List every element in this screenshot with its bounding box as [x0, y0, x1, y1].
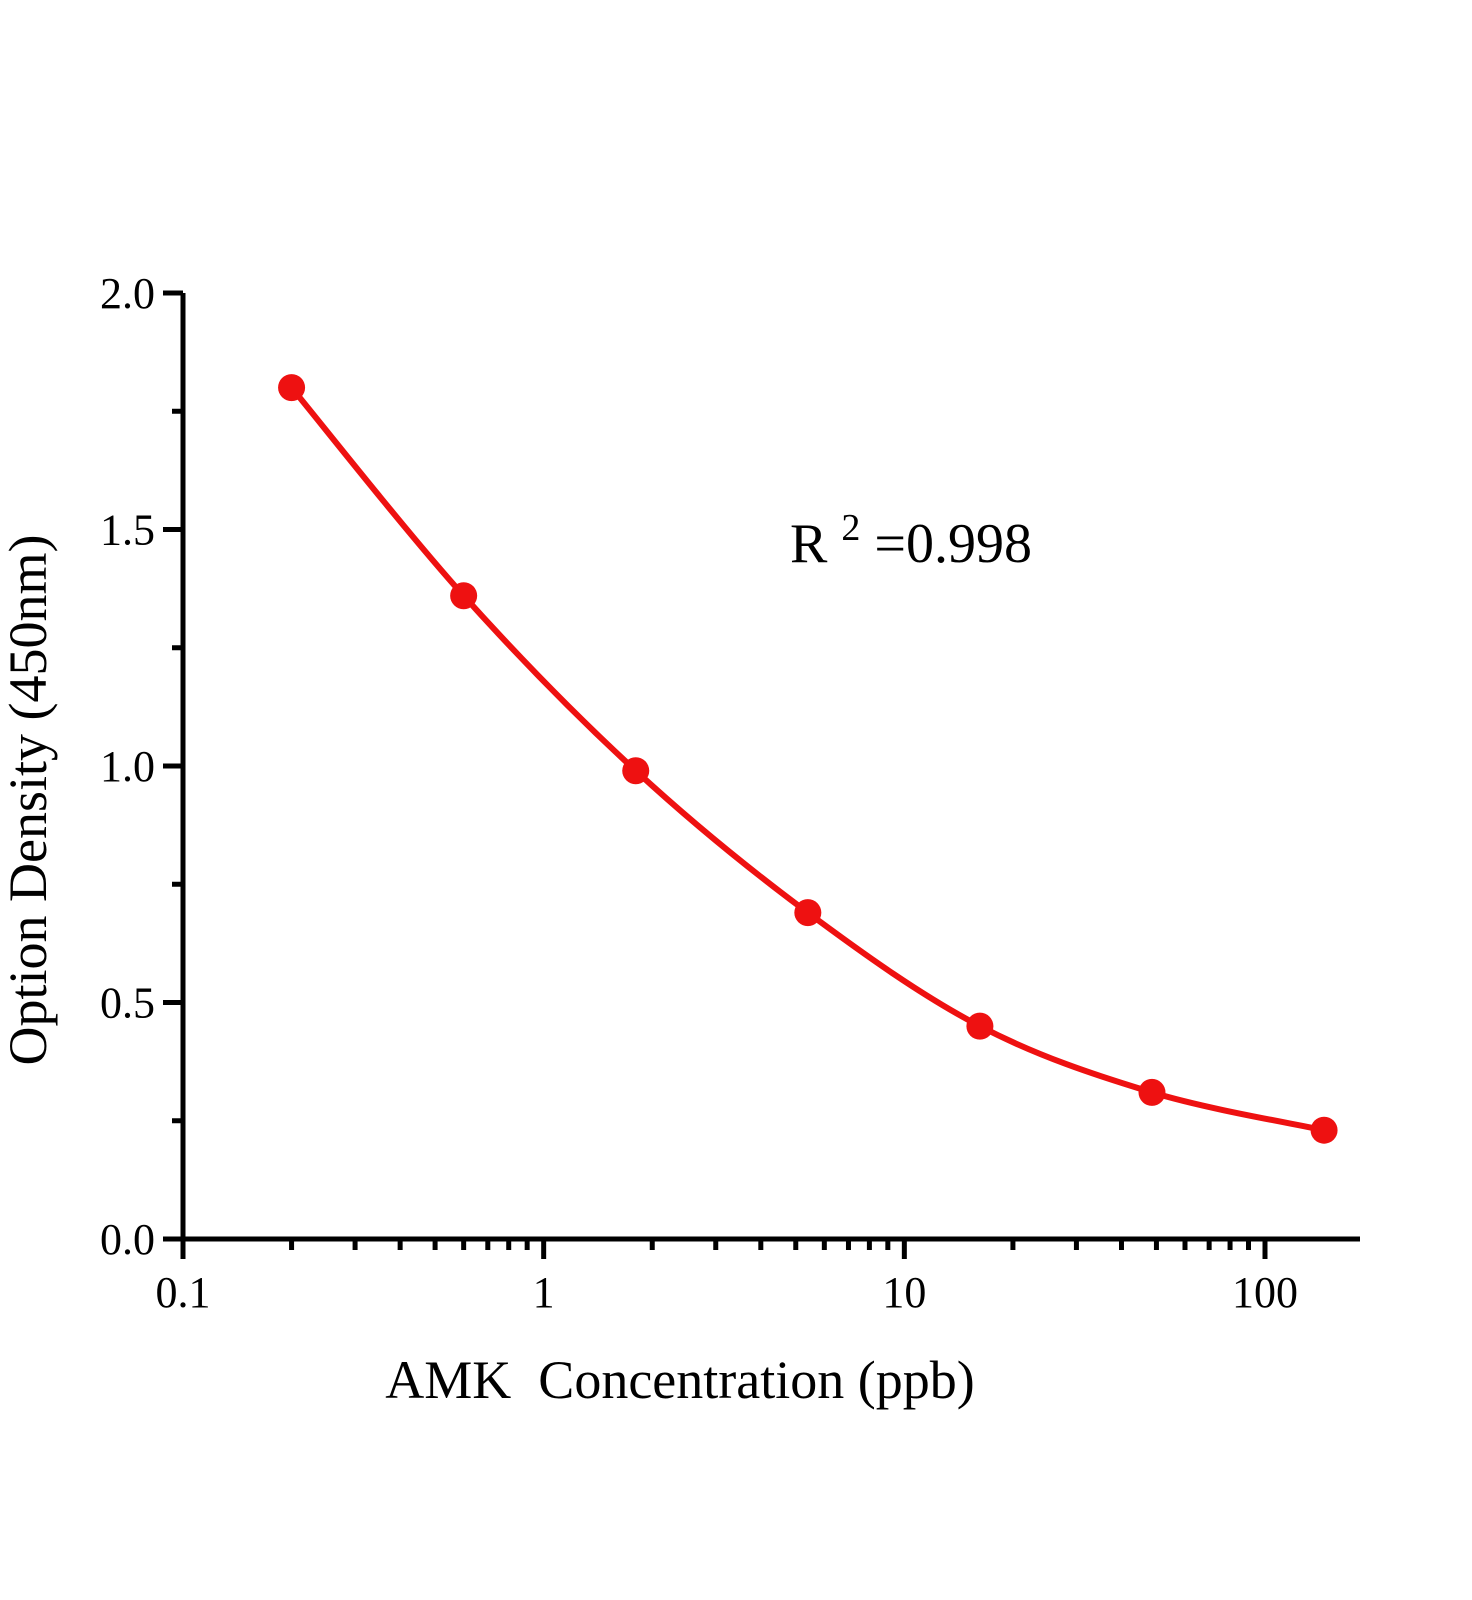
data-point-marker: [622, 757, 650, 785]
x-tick-label: 1: [533, 1268, 555, 1317]
y-tick-label: 1.0: [100, 742, 155, 791]
x-axis-ticks: [180, 1239, 1268, 1259]
r-squared-annotation: R 2 =0.998: [790, 491, 1032, 575]
data-point-marker: [450, 582, 478, 610]
x-tick-label: 10: [882, 1268, 926, 1317]
y-axis-ticks: [163, 290, 183, 1242]
x-axis-title: AMK Concentration (ppb): [385, 1350, 974, 1410]
data-point-marker: [966, 1012, 994, 1040]
y-axis-title: Option Density (450nm): [0, 535, 58, 1066]
y-axis-tick-labels: 0.0 0.5 1.0 1.5 2.0: [100, 269, 155, 1264]
x-tick-label: 100: [1232, 1268, 1298, 1317]
r-squared-superscript: 2: [841, 507, 860, 549]
y-tick-label: 1.5: [100, 506, 155, 555]
x-tick-label: 0.1: [156, 1268, 211, 1317]
data-point-marker: [1138, 1078, 1166, 1106]
y-tick-label: 0.0: [100, 1215, 155, 1264]
data-point-marker: [1310, 1116, 1338, 1144]
r-squared-base: R: [790, 513, 828, 575]
x-axis-tick-labels: 0.1 1 10 100: [156, 1268, 1299, 1317]
y-tick-label: 2.0: [100, 269, 155, 318]
data-point-marker: [278, 374, 306, 402]
data-point-marker: [794, 899, 822, 927]
y-tick-label: 0.5: [100, 979, 155, 1028]
standard-curve-line: [288, 384, 1328, 1134]
r-squared-value: =0.998: [874, 513, 1032, 575]
data-points: [278, 374, 1338, 1144]
